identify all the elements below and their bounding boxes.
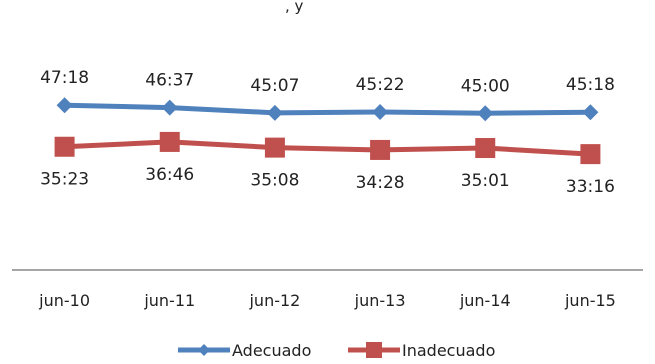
data-point-adecuado <box>372 103 389 120</box>
data-point-inadecuado <box>54 136 75 157</box>
data-point-adecuado <box>56 97 73 114</box>
series-line-adecuado <box>62 102 593 116</box>
data-point-adecuado <box>266 104 283 121</box>
data-point-inadecuado <box>580 144 601 165</box>
data-point-inadecuado <box>159 131 180 152</box>
data-label: 45:07 <box>250 76 299 96</box>
data-label: 34:28 <box>356 173 405 193</box>
legend-swatch-marker <box>198 344 210 356</box>
data-point-adecuado <box>161 99 178 116</box>
data-point-adecuado <box>582 104 599 121</box>
data-label: 35:01 <box>461 171 510 191</box>
x-tick-label: jun-12 <box>248 291 300 310</box>
data-point-adecuado <box>477 105 494 122</box>
legend-label: Adecuado <box>232 341 311 360</box>
data-label: 35:08 <box>250 171 299 191</box>
series-layer: 47:18 46:37 45:07 45:22 45:00 45:18 35:23 36:46… <box>40 68 615 197</box>
x-tick-label: jun-13 <box>354 291 406 310</box>
legend: Adecuado Inadecuado <box>178 341 495 360</box>
data-point-inadecuado <box>370 139 391 160</box>
data-label: 35:23 <box>40 170 89 190</box>
data-point-inadecuado <box>475 138 496 159</box>
data-label: 45:18 <box>566 75 615 95</box>
legend-label: Inadecuado <box>402 341 495 360</box>
data-point-inadecuado <box>264 137 285 158</box>
data-label: 47:18 <box>40 68 89 88</box>
x-tick-labels: jun-10 jun-11 jun-12 jun-13 jun-14 jun-15 <box>38 291 616 310</box>
x-tick-label: jun-10 <box>38 291 90 310</box>
data-label: 36:46 <box>145 165 194 185</box>
x-tick-label: jun-15 <box>564 291 616 310</box>
series-line-inadecuado <box>62 139 593 157</box>
x-tick-label: jun-14 <box>459 291 511 310</box>
x-tick-label: jun-11 <box>143 291 195 310</box>
data-label: 45:22 <box>356 75 405 95</box>
data-label: 46:37 <box>145 71 194 91</box>
chart-top-fragment: , y <box>285 0 304 15</box>
data-label: 45:00 <box>461 76 510 96</box>
data-label: 33:16 <box>566 177 615 197</box>
legend-swatch-marker <box>366 342 382 358</box>
